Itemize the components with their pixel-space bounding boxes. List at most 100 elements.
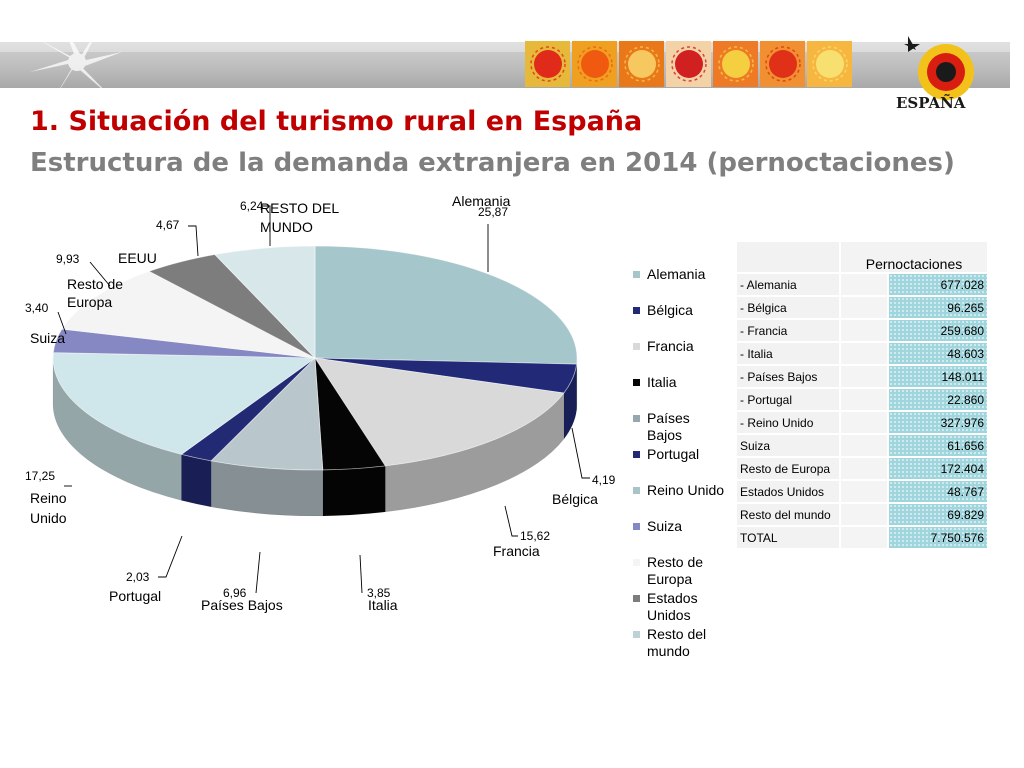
- category-label-francia: Francia: [493, 543, 540, 559]
- legend-item-paises-bajos: Países Bajos: [633, 410, 727, 444]
- spacer-cell: [841, 435, 887, 456]
- category-label-paises-bajos: Países Bajos: [201, 597, 283, 613]
- pie-side-reino-unido: [52, 357, 182, 501]
- spiral-sun-tile: [807, 41, 852, 87]
- pie-slice-portugal: [180, 357, 316, 462]
- legend-swatch: [633, 595, 640, 602]
- leader-line-francia: [504, 505, 518, 537]
- pie-slice-belgica: [314, 357, 578, 394]
- circle-sun-tile: [760, 41, 805, 87]
- table-row: - Reino Unido 327.976: [737, 412, 987, 433]
- pie-slice-suiza: [52, 328, 316, 359]
- table-row: - Portugal 22.860: [737, 389, 987, 410]
- page-subtitle: Estructura de la demanda extranjera en 2…: [30, 148, 955, 178]
- spacer-cell: [841, 481, 887, 502]
- hand-sun-tile: [619, 41, 664, 87]
- table-row: - Bélgica 96.265: [737, 297, 987, 318]
- legend-item-italia: Italia: [633, 374, 727, 391]
- pie-depth-layer: [52, 357, 578, 517]
- category-label-resto-de-europa: Resto de: [67, 276, 123, 292]
- legend-item-reino-unido: Reino Unido: [633, 482, 727, 499]
- data-label-portugal: 2,03: [126, 570, 150, 584]
- country-cell: Resto de Europa: [737, 458, 839, 479]
- pie-slice-resto-del-mundo: [214, 245, 316, 359]
- legend-item-estados-unidos: Estados Unidos: [633, 590, 727, 624]
- pie-side-francia: [385, 392, 565, 513]
- banner-highlight: [0, 42, 1010, 52]
- leader-line-eeuu: [188, 225, 199, 257]
- table-row: Resto de Europa 172.404: [737, 458, 987, 479]
- pie-slice-paises-bajos: [210, 357, 324, 471]
- pie-side-portugal: [181, 454, 212, 508]
- value-cell: 69.829: [889, 504, 987, 525]
- table-row: Suiza 61.656: [737, 435, 987, 456]
- legend-swatch: [633, 415, 640, 422]
- table-row: Estados Unidos 48.767: [737, 481, 987, 502]
- pie-slice-francia: [314, 357, 565, 467]
- legend-swatch: [633, 343, 640, 350]
- value-cell: 22.860: [889, 389, 987, 410]
- category-label-resto-de-europa-line2: Europa: [67, 294, 112, 310]
- data-label-suiza: 3,40: [25, 301, 49, 315]
- category-label-italia: Italia: [368, 597, 398, 613]
- table-row: - Italia 48.603: [737, 343, 987, 364]
- legend-swatch: [633, 487, 640, 494]
- leader-line-italia: [359, 554, 363, 594]
- pie-slice-italia: [314, 356, 387, 471]
- value-cell: 48.767: [889, 481, 987, 502]
- category-label-suiza: Suiza: [30, 330, 65, 346]
- spacer-cell: [841, 320, 887, 341]
- page-title: 1. Situación del turismo rural en España: [30, 106, 643, 137]
- legend-swatch: [633, 451, 640, 458]
- country-cell: - Países Bajos: [737, 366, 839, 387]
- spacer-cell: [841, 504, 887, 525]
- country-cell: Resto del mundo: [737, 504, 839, 525]
- pie-slice-reino-unido: [52, 352, 317, 455]
- legend-item-francia: Francia: [633, 338, 727, 355]
- country-cell: Suiza: [737, 435, 839, 456]
- table-row: - Alemania 677.028: [737, 274, 987, 295]
- legend-swatch: [633, 523, 640, 530]
- square-sun-tile: [713, 41, 758, 87]
- category-label-resto-del-mundo: RESTO DEL: [260, 200, 339, 216]
- legend-label: Países Bajos: [647, 410, 690, 443]
- value-cell: 48.603: [889, 343, 987, 364]
- country-cell: - Alemania: [737, 274, 839, 295]
- value-cell: 7.750.576: [889, 527, 987, 548]
- pie-slice-eeuu: [148, 254, 316, 359]
- pie-side-belgica: [563, 364, 577, 440]
- spacer-cell: [841, 389, 887, 410]
- value-cell: 148.011: [889, 366, 987, 387]
- data-label-belgica: 4,19: [592, 473, 616, 487]
- spacer-cell: [841, 527, 887, 548]
- legend-label: Alemania: [647, 266, 706, 282]
- leader-line-resto-de-europa: [89, 261, 111, 287]
- value-cell: 259.680: [889, 320, 987, 341]
- leader-line-suiza: [57, 311, 67, 335]
- table-row: Resto del mundo 69.829: [737, 504, 987, 525]
- logo-text: ESPAÑA: [896, 93, 966, 112]
- legend-item-resto-de-europa: Resto de Europa: [633, 554, 727, 588]
- country-cell: - Bélgica: [737, 297, 839, 318]
- table-header: Pernoctaciones: [841, 242, 987, 272]
- value-cell: 172.404: [889, 458, 987, 479]
- category-label-belgica: Bélgica: [552, 491, 598, 507]
- country-cell: - Francia: [737, 320, 839, 341]
- value-cell: 61.656: [889, 435, 987, 456]
- pie-top-layer: [52, 245, 578, 471]
- data-label-francia: 15,62: [520, 529, 550, 543]
- legend-label: Suiza: [647, 518, 683, 534]
- table-header-row: Pernoctaciones: [737, 242, 987, 272]
- table-row: - Países Bajos 148.011: [737, 366, 987, 387]
- legend-label: Resto del mundo: [647, 626, 707, 659]
- legend-item-belgica: Bélgica: [633, 302, 727, 319]
- country-cell: - Portugal: [737, 389, 839, 410]
- category-label-reino-unido: Reino: [30, 490, 67, 506]
- table-row: - Francia 259.680: [737, 320, 987, 341]
- data-label-eeuu: 4,67: [156, 218, 180, 232]
- spacer-cell: [841, 274, 887, 295]
- legend-label: Reino Unido: [647, 482, 725, 498]
- data-label-resto-del-mundo: 6,24: [240, 199, 264, 213]
- orange-sun-tile: [572, 41, 617, 87]
